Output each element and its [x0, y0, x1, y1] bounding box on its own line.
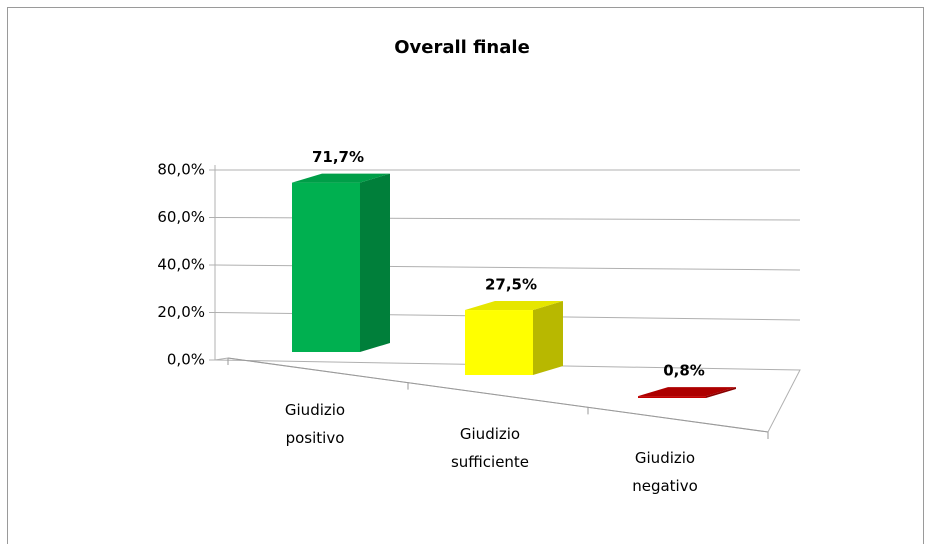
x-tick-label: Giudizio negativo	[632, 449, 698, 495]
bar-front	[292, 182, 360, 352]
bar-front	[638, 396, 706, 398]
chart-title: Overall finale	[394, 37, 530, 58]
data-label: 27,5%	[485, 276, 537, 294]
bar-side	[533, 301, 563, 375]
y-tick-label: 80,0%	[157, 161, 205, 179]
x-axis	[227, 357, 769, 433]
y-tick-label: 40,0%	[157, 256, 205, 274]
bar-front	[465, 310, 533, 375]
bar-side	[360, 173, 390, 352]
bar-top	[638, 387, 736, 397]
bar-top	[465, 301, 563, 311]
y-tick-label: 0,0%	[167, 351, 205, 369]
x-tick-label: Giudizio sufficiente	[450, 425, 530, 471]
x-tick-label: Giudizio positivo	[284, 401, 346, 447]
data-label: 71,7%	[312, 148, 364, 166]
y-tick-label: 60,0%	[157, 208, 205, 226]
chart-border	[7, 7, 924, 544]
bar-side	[706, 387, 736, 398]
bar-top	[292, 173, 390, 183]
data-label: 0,8%	[663, 362, 705, 380]
y-tick-label: 20,0%	[157, 303, 205, 321]
